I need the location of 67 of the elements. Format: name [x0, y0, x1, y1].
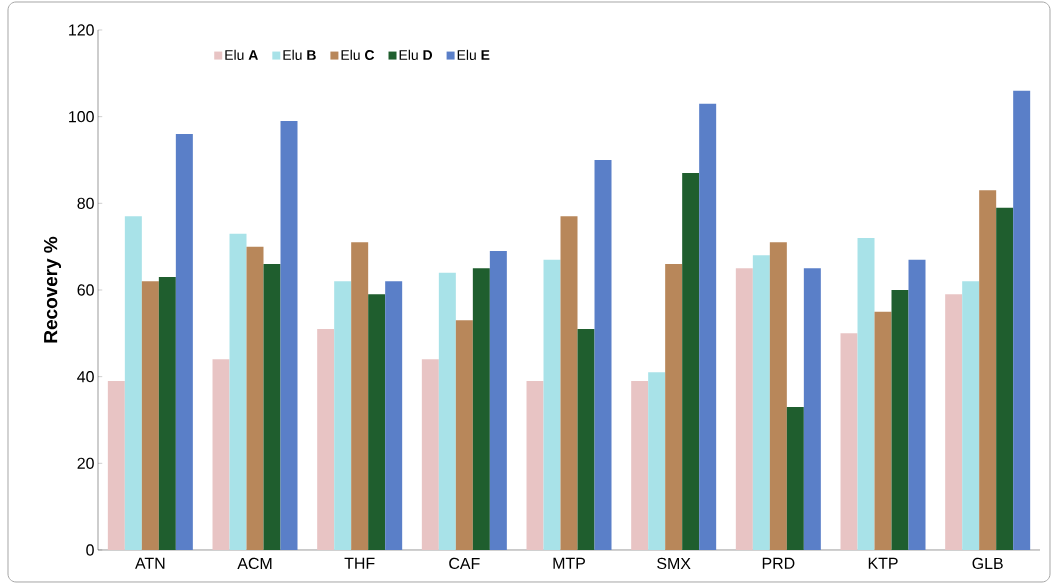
bar: [455, 320, 473, 550]
bar: [438, 272, 456, 550]
bar: [543, 259, 561, 550]
bar: [786, 406, 804, 550]
bar: [489, 250, 507, 550]
bar: [577, 328, 595, 550]
legend-label: Elu E: [457, 49, 490, 61]
bar: [317, 328, 335, 550]
bar: [368, 294, 386, 550]
y-tick-label: 80: [77, 197, 94, 209]
y-tick-label: 100: [69, 111, 94, 123]
y-tick-label: 60: [77, 284, 94, 296]
bar: [665, 263, 683, 550]
x-tick-label: CAF: [449, 557, 480, 570]
x-tick-label: THF: [344, 557, 375, 569]
bar: [962, 281, 980, 550]
bar: [212, 359, 230, 550]
bar: [769, 242, 787, 550]
bar: [803, 268, 821, 550]
bar: [648, 372, 666, 550]
bar: [996, 207, 1014, 550]
bar: [229, 233, 247, 550]
bar: [560, 216, 578, 550]
y-tick-label: 0: [86, 544, 94, 556]
y-tick-label: 40: [77, 371, 94, 383]
bar: [141, 281, 159, 550]
bar: [699, 103, 717, 550]
bar: [857, 237, 875, 550]
x-tick-label: SMX: [657, 557, 691, 570]
y-tick-label: 120: [69, 24, 94, 36]
bar: [908, 259, 926, 550]
bar: [526, 380, 544, 550]
y-axis-title: Recovery %: [43, 236, 62, 343]
x-tick-label: GLB: [972, 557, 1003, 570]
bar: [158, 276, 176, 550]
legend-label: Elu A: [225, 49, 258, 61]
x-tick-label: MTP: [553, 557, 585, 569]
bar: [175, 133, 193, 550]
bar: [840, 333, 858, 550]
x-tick-label: PRD: [762, 557, 795, 569]
bar: [1013, 90, 1031, 550]
x-tick-label: KTP: [868, 557, 898, 569]
bar: [263, 263, 281, 550]
bar: [351, 242, 369, 550]
bar: [421, 359, 439, 550]
bar: [385, 281, 403, 550]
bar: [874, 311, 892, 550]
bar: [472, 268, 490, 550]
bar: [631, 380, 649, 550]
bar: [107, 380, 125, 550]
bar: [246, 246, 264, 550]
bar: [891, 289, 909, 550]
x-tick-label: ATN: [135, 557, 165, 569]
legend-label: Elu C: [341, 49, 375, 61]
bar: [735, 268, 753, 550]
bar: [334, 281, 352, 550]
bar: [752, 255, 770, 550]
bar: [945, 294, 963, 550]
x-tick-label: ACM: [237, 557, 272, 570]
y-tick-label: 20: [77, 457, 94, 469]
bar: [124, 216, 142, 550]
bar: [682, 172, 700, 550]
bar: [979, 190, 997, 550]
bar: [594, 159, 612, 550]
legend-label: Elu B: [283, 49, 316, 61]
legend-label: Elu D: [399, 49, 433, 61]
bar: [280, 120, 298, 550]
